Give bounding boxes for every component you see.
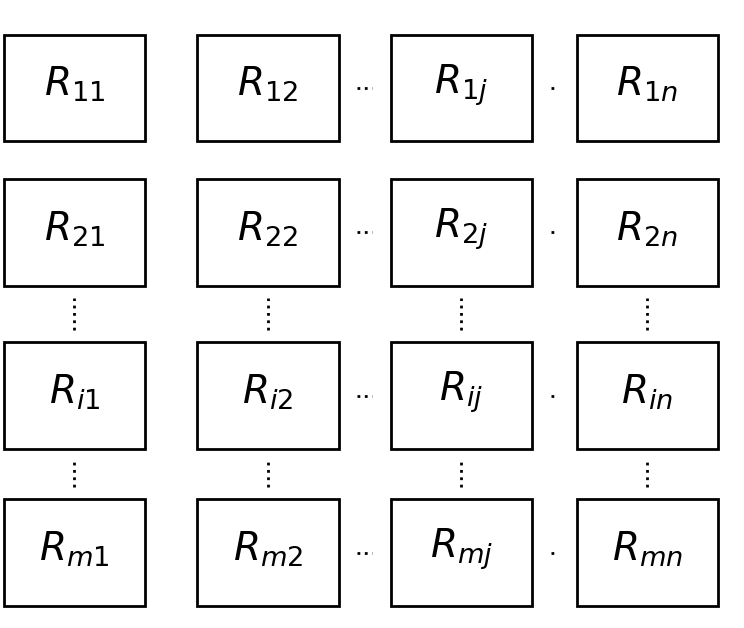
Bar <box>197 499 339 606</box>
Text: $R_{m2}$: $R_{m2}$ <box>233 530 303 569</box>
Bar <box>391 342 532 449</box>
Bar <box>197 342 339 449</box>
Bar <box>197 179 339 286</box>
Text: $R_{mn}$: $R_{mn}$ <box>612 530 683 569</box>
Text: $R_{11}$: $R_{11}$ <box>44 65 105 104</box>
Bar <box>4 35 145 141</box>
Text: $R_{1j}$: $R_{1j}$ <box>434 62 488 107</box>
Text: $R_{1n}$: $R_{1n}$ <box>617 65 678 104</box>
Bar <box>4 342 145 449</box>
Text: $R_{in}$: $R_{in}$ <box>621 373 673 412</box>
Text: $R_{i1}$: $R_{i1}$ <box>48 373 100 412</box>
Text: $R_{2j}$: $R_{2j}$ <box>434 207 488 252</box>
Text: $R_{ij}$: $R_{ij}$ <box>439 370 484 415</box>
Bar <box>4 179 145 286</box>
Text: $R_{2n}$: $R_{2n}$ <box>617 210 678 249</box>
Text: $R_{m1}$: $R_{m1}$ <box>39 530 109 569</box>
Bar <box>577 179 718 286</box>
Bar <box>197 35 339 141</box>
Bar <box>577 35 718 141</box>
Bar <box>391 179 532 286</box>
Text: $R_{12}$: $R_{12}$ <box>237 65 298 104</box>
Text: $R_{21}$: $R_{21}$ <box>44 210 105 249</box>
Bar <box>577 342 718 449</box>
Text: $R_{mj}$: $R_{mj}$ <box>430 527 493 572</box>
Bar <box>577 499 718 606</box>
Bar <box>391 499 532 606</box>
Text: $R_{i2}$: $R_{i2}$ <box>243 373 293 412</box>
Bar <box>391 35 532 141</box>
Bar <box>4 499 145 606</box>
Text: $R_{22}$: $R_{22}$ <box>237 210 298 249</box>
